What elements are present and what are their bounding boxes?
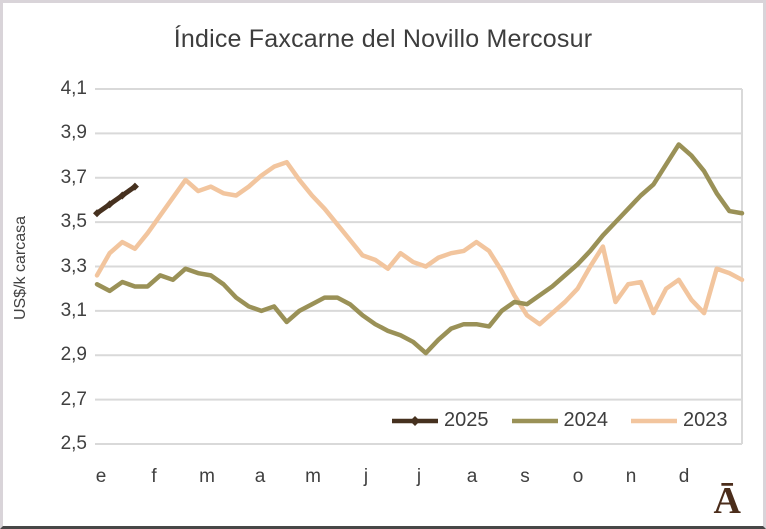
x-month-label: j xyxy=(363,466,369,487)
y-tick-label: 3,3 xyxy=(60,255,87,277)
legend-line-2025-icon xyxy=(392,415,438,426)
y-tick-label: 4,1 xyxy=(60,78,87,99)
legend-label-2023: 2023 xyxy=(683,409,728,431)
x-month-label: m xyxy=(199,466,215,487)
x-month-label: a xyxy=(254,466,266,487)
x-month-label: s xyxy=(520,466,530,487)
y-tick-label: 2,7 xyxy=(60,388,87,410)
x-month-label: f xyxy=(151,466,157,487)
series-line-2023 xyxy=(94,159,745,327)
series-marker-2025 xyxy=(130,182,139,191)
y-tick-label: 2,5 xyxy=(60,433,87,454)
series-marker-2025 xyxy=(118,191,127,200)
legend-item-2023: 2023 xyxy=(630,409,728,432)
series-line-2025 xyxy=(94,184,138,216)
y-tick-label: 3,1 xyxy=(60,299,87,321)
y-tick-label: 3,7 xyxy=(60,166,87,188)
x-month-label: o xyxy=(572,466,584,487)
plot-area xyxy=(93,88,745,445)
x-month-label: n xyxy=(625,466,637,487)
x-month-label: a xyxy=(466,466,478,487)
series-line-2024 xyxy=(94,142,745,356)
legend-diamond-marker xyxy=(410,415,420,426)
legend-line-2024-icon xyxy=(511,418,558,423)
legend-item-2024: 2024 xyxy=(511,409,609,432)
series-marker-2025 xyxy=(93,209,101,218)
y-tick-label: 3,9 xyxy=(60,122,87,144)
x-month-label: d xyxy=(678,466,690,487)
chart-legend: 2025 2024 2023 xyxy=(391,409,728,432)
chart-title: Índice Faxcarne del Novillo Mercosur xyxy=(173,25,593,53)
x-month-label: e xyxy=(95,466,107,487)
brand-mark: Ā xyxy=(713,480,741,522)
y-tick-label: 2,9 xyxy=(60,344,87,366)
legend-item-2025: 2025 xyxy=(391,409,489,432)
x-month-label: m xyxy=(305,466,321,487)
legend-line-2023-icon xyxy=(631,418,677,423)
legend-label-2024: 2024 xyxy=(563,409,609,431)
series-marker-2025 xyxy=(105,200,114,209)
x-month-label: j xyxy=(416,466,422,487)
legend-label-2025: 2025 xyxy=(444,409,489,431)
y-tick-label: 3,5 xyxy=(60,211,87,233)
